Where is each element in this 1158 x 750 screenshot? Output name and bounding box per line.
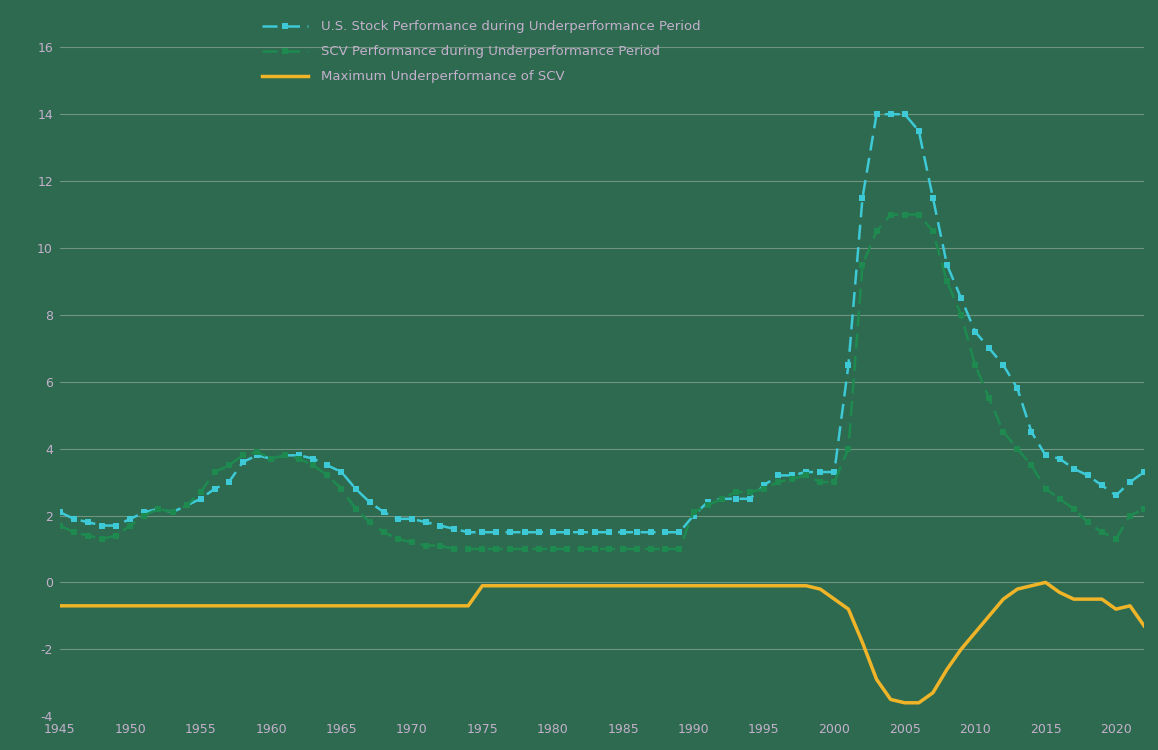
U.S. Stock Performance during Underperformance Period [842,361,856,370]
U.S. Stock Performance during Underperformance Period [616,528,630,537]
U.S. Stock Performance during Underperformance Period [123,514,137,523]
SCV Performance during Underperformance Period [53,521,67,530]
SCV Performance during Underperformance Period [532,544,545,554]
SCV Performance during Underperformance Period [616,544,630,554]
U.S. Stock Performance during Underperformance Period [405,514,419,523]
SCV Performance during Underperformance Period [1137,504,1151,513]
Maximum Underperformance of SCV [602,581,616,590]
Line: U.S. Stock Performance during Underperformance Period: U.S. Stock Performance during Underperfo… [57,111,1148,536]
Line: Maximum Underperformance of SCV: Maximum Underperformance of SCV [60,583,1144,703]
SCV Performance during Underperformance Period [842,444,856,453]
SCV Performance during Underperformance Period [884,210,897,219]
U.S. Stock Performance during Underperformance Period [1137,467,1151,476]
Maximum Underperformance of SCV [236,602,250,610]
Legend: U.S. Stock Performance during Underperformance Period, SCV Performance during Un: U.S. Stock Performance during Underperfo… [262,20,701,83]
Maximum Underperformance of SCV [53,602,67,610]
Maximum Underperformance of SCV [1137,621,1151,630]
Maximum Underperformance of SCV [897,698,911,707]
U.S. Stock Performance during Underperformance Period [532,528,545,537]
Line: SCV Performance during Underperformance Period: SCV Performance during Underperformance … [57,211,1148,552]
SCV Performance during Underperformance Period [123,521,137,530]
SCV Performance during Underperformance Period [447,544,461,554]
Maximum Underperformance of SCV [405,602,419,610]
SCV Performance during Underperformance Period [236,451,250,460]
Maximum Underperformance of SCV [827,595,841,604]
Maximum Underperformance of SCV [123,602,137,610]
U.S. Stock Performance during Underperformance Period [870,110,884,118]
SCV Performance during Underperformance Period [405,538,419,547]
U.S. Stock Performance during Underperformance Period [461,528,475,537]
Maximum Underperformance of SCV [518,581,532,590]
Maximum Underperformance of SCV [1039,578,1053,587]
U.S. Stock Performance during Underperformance Period [53,508,67,517]
U.S. Stock Performance during Underperformance Period [236,458,250,466]
